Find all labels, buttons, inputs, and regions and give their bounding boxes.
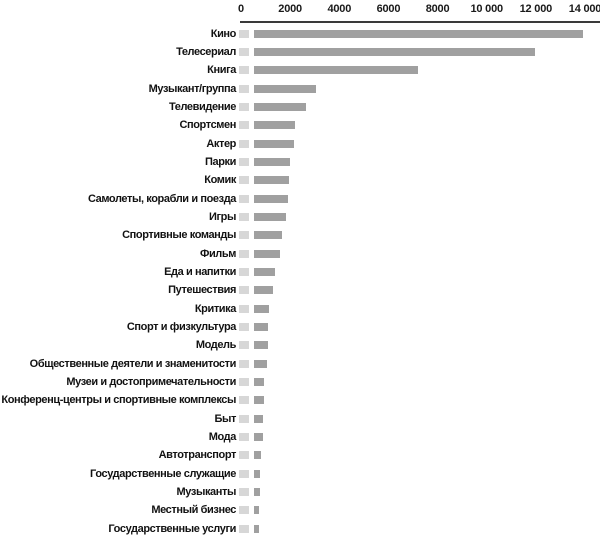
bar-start-marker	[239, 396, 249, 405]
x-axis-tick-label: 4000	[327, 3, 352, 15]
bar	[254, 469, 261, 478]
bar-start-marker	[239, 157, 249, 166]
bar	[254, 267, 276, 276]
bar	[254, 157, 291, 166]
category-label: Комик	[204, 174, 236, 187]
bar	[254, 341, 268, 350]
bar-start-marker	[239, 194, 249, 203]
category-label: Спорт и физкультура	[126, 320, 237, 333]
category-label: Критика	[194, 302, 237, 315]
category-label: Спортсмен	[179, 119, 236, 132]
category-label: Музыканты	[176, 485, 237, 498]
bar-start-marker	[239, 139, 249, 148]
bar	[254, 249, 281, 258]
bar	[254, 487, 260, 496]
category-label: Самолеты, корабли и поезда	[87, 192, 236, 205]
bar	[254, 286, 273, 295]
category-label: Музыкант/группа	[148, 82, 237, 95]
category-label: Быт	[214, 412, 237, 425]
bar	[254, 102, 307, 111]
bar	[254, 396, 264, 405]
bar	[254, 322, 269, 331]
category-label: Местный бизнес	[151, 504, 236, 517]
bar	[254, 359, 267, 368]
category-label: Еда и напитки	[164, 265, 236, 278]
bar-start-marker	[239, 176, 249, 185]
bar	[254, 414, 264, 423]
category-label: Спортивные команды	[122, 229, 236, 242]
bar	[254, 506, 260, 515]
category-label: Модель	[195, 339, 237, 352]
category-label: Автотранспорт	[158, 449, 237, 462]
bar-start-marker	[239, 121, 249, 130]
bar	[254, 451, 261, 460]
bar-start-marker	[239, 359, 249, 368]
x-axis-tick-label: 14 000	[568, 3, 600, 15]
bar-start-marker	[239, 341, 249, 350]
bar	[254, 524, 260, 533]
bar-start-marker	[239, 524, 249, 533]
category-label: Общественные деятели и знаменитости	[29, 357, 237, 370]
bar-start-marker	[239, 47, 249, 56]
category-label: Музеи и достопримечательности	[66, 375, 236, 388]
bar	[254, 212, 287, 221]
bar-start-marker	[239, 249, 249, 258]
category-label: Государственные услуги	[108, 522, 236, 535]
bar	[254, 194, 288, 203]
category-label: Актер	[206, 137, 236, 150]
category-label: Кино	[210, 27, 237, 40]
category-label: Телевидение	[169, 100, 236, 113]
category-label: Игры	[208, 210, 236, 223]
bar-start-marker	[239, 414, 249, 423]
bar-start-marker	[239, 377, 249, 386]
bar-start-marker	[239, 102, 249, 111]
category-label: Фильм	[199, 247, 236, 260]
category-label: Телесериал	[176, 45, 236, 58]
bar-start-marker	[239, 487, 249, 496]
x-axis-line	[240, 21, 600, 23]
bar-start-marker	[239, 286, 249, 295]
category-label: Путешествия	[168, 284, 236, 297]
category-label: Парки	[204, 155, 236, 168]
bar-start-marker	[239, 231, 249, 240]
bar-start-marker	[239, 66, 249, 75]
x-axis-tick-label: 0	[238, 3, 244, 15]
bar	[254, 231, 282, 240]
x-axis-tick-label: 10 000	[470, 3, 503, 15]
bar	[254, 304, 270, 313]
bar	[254, 139, 294, 148]
bar	[254, 47, 535, 56]
bar-start-marker	[239, 29, 249, 38]
category-label: Государственные служащие	[90, 467, 236, 480]
bar-start-marker	[239, 267, 249, 276]
x-axis-tick-label: 6000	[376, 3, 401, 15]
bar-start-marker	[239, 304, 249, 313]
bar	[254, 66, 418, 75]
bar-start-marker	[239, 506, 249, 515]
bar-start-marker	[239, 212, 249, 221]
bar	[254, 176, 289, 185]
bar	[254, 121, 296, 130]
bar	[254, 432, 263, 441]
bar-start-marker	[239, 84, 249, 93]
category-label: Книга	[207, 64, 236, 77]
bar-start-marker	[239, 432, 249, 441]
bar-start-marker	[239, 451, 249, 460]
x-axis-tick-label: 12 000	[519, 3, 553, 15]
bar	[254, 84, 316, 93]
bar-start-marker	[239, 322, 249, 331]
x-axis-tick-label: 2000	[278, 3, 302, 15]
category-label: Конференц-центры и спортивные комплексы	[1, 394, 236, 407]
x-axis-tick-label: 8000	[425, 3, 450, 15]
bar	[254, 29, 583, 38]
bar	[254, 377, 265, 386]
bar-start-marker	[239, 469, 249, 478]
category-label: Мода	[208, 430, 237, 443]
